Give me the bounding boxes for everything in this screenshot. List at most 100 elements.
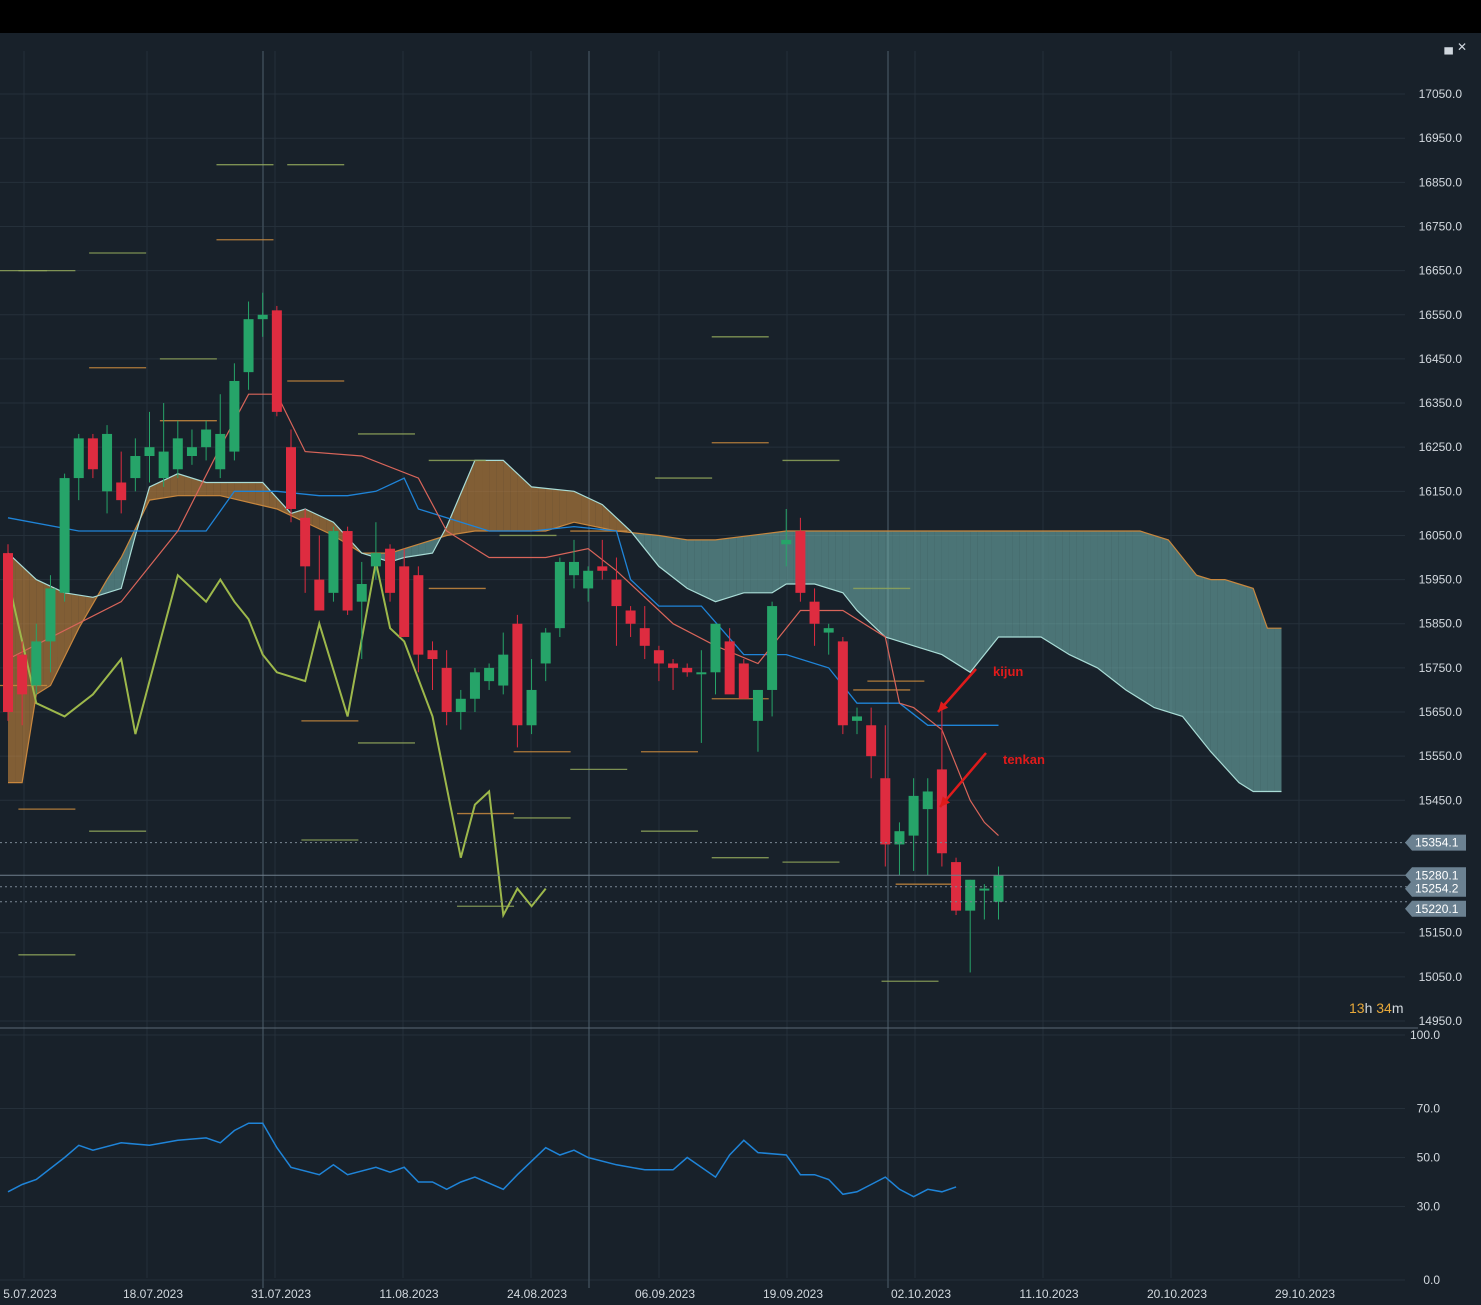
kumo-segment bbox=[772, 531, 780, 593]
candle-body bbox=[158, 451, 169, 479]
candle bbox=[271, 305, 282, 417]
rsi-line bbox=[7, 1122, 957, 1198]
candle bbox=[781, 508, 792, 567]
kumo-segment bbox=[963, 531, 971, 673]
kumo-segment bbox=[1168, 539, 1176, 715]
kumo-segment bbox=[404, 546, 412, 558]
candle bbox=[186, 429, 197, 465]
candle bbox=[597, 539, 608, 580]
kumo-segment bbox=[524, 480, 532, 532]
countdown-hours: 13 bbox=[1349, 1000, 1365, 1016]
kumo-segment bbox=[57, 589, 65, 672]
candle-body bbox=[611, 579, 622, 607]
kumo-segment bbox=[1210, 579, 1218, 760]
y-axis: 17050.0 16950.0 16850.0 16750.0 16650.0 16550… bbox=[1410, 87, 1462, 1287]
kumo-segment bbox=[786, 531, 794, 585]
kumo-segment bbox=[184, 475, 192, 496]
candle-body bbox=[752, 689, 763, 721]
kumo-segment bbox=[163, 476, 171, 498]
kumo-segment bbox=[64, 592, 72, 657]
kumo-segment bbox=[538, 487, 546, 532]
candle bbox=[738, 659, 749, 699]
candle bbox=[116, 451, 127, 514]
candle bbox=[172, 420, 183, 479]
kumo-segment bbox=[71, 593, 79, 643]
kumo-segment bbox=[1055, 531, 1063, 651]
kumo-segment bbox=[1182, 557, 1190, 726]
kumo-segment bbox=[177, 473, 185, 496]
candle bbox=[455, 689, 466, 730]
candle bbox=[356, 561, 367, 660]
y-tick-label: 14950.0 bbox=[1419, 1014, 1463, 1028]
kumo-segment bbox=[857, 531, 865, 618]
kumo-segment bbox=[892, 531, 900, 642]
kumo-segment bbox=[312, 512, 320, 529]
price-tag bbox=[1405, 880, 1466, 897]
candle bbox=[682, 663, 693, 677]
kumo-segment bbox=[1140, 531, 1148, 704]
kumo-segment bbox=[1267, 628, 1275, 792]
candle bbox=[611, 557, 622, 646]
candle bbox=[866, 707, 877, 779]
kumo-segment bbox=[680, 538, 688, 589]
kumo-segment bbox=[1189, 566, 1197, 735]
kumo-segment bbox=[276, 497, 284, 513]
candle-body bbox=[484, 667, 495, 682]
y-tick-label: 16450.0 bbox=[1419, 352, 1463, 366]
kumo-segment bbox=[1224, 579, 1232, 775]
kumo-segment bbox=[970, 531, 978, 673]
chart-area[interactable]: 15354.1 15280.1 15254.2 15220.1 17050.0 16950… bbox=[0, 33, 1481, 1305]
x-tick-label: 5.07.2023 bbox=[3, 1287, 57, 1301]
candle-body bbox=[300, 517, 311, 567]
arrow-head bbox=[938, 701, 949, 712]
kumo-segment bbox=[807, 531, 815, 585]
rsi-tick-label: 50.0 bbox=[1417, 1151, 1441, 1165]
candle-body bbox=[639, 628, 650, 646]
candle-body bbox=[625, 610, 636, 624]
candle bbox=[710, 623, 721, 695]
kumo-segment bbox=[984, 531, 992, 655]
candle-body bbox=[653, 650, 664, 664]
kumo-segment bbox=[715, 538, 723, 602]
close-icon[interactable]: ✕ bbox=[1456, 40, 1467, 54]
candle-body bbox=[370, 553, 381, 567]
candle bbox=[922, 778, 933, 876]
candle bbox=[243, 301, 254, 390]
candle bbox=[724, 628, 735, 695]
candle bbox=[399, 548, 410, 637]
countdown-m-unit: m bbox=[1391, 1000, 1404, 1016]
candle bbox=[286, 429, 296, 523]
candle bbox=[158, 403, 169, 487]
kumo-segment bbox=[920, 531, 928, 651]
candle-body bbox=[795, 531, 806, 593]
candle-body bbox=[73, 438, 84, 479]
candle bbox=[569, 539, 579, 589]
kumo-segment bbox=[1260, 608, 1268, 792]
candle-body bbox=[922, 791, 933, 810]
candle-body bbox=[356, 584, 367, 602]
kumo-segment bbox=[616, 517, 624, 532]
kumo-segment bbox=[899, 531, 907, 644]
kumo-segment bbox=[552, 489, 560, 529]
kumo-segment bbox=[765, 532, 773, 593]
candle bbox=[427, 641, 438, 690]
y-tick-label: 15150.0 bbox=[1419, 926, 1463, 940]
kumo-segment bbox=[644, 533, 652, 558]
kumo-segment bbox=[779, 531, 787, 589]
rsi-tick-label: 0.0 bbox=[1423, 1273, 1440, 1287]
candle bbox=[257, 292, 268, 337]
restore-icon[interactable]: ▄ bbox=[1444, 40, 1453, 54]
candle-body bbox=[257, 314, 268, 320]
candle bbox=[625, 606, 636, 637]
kumo-segment bbox=[425, 539, 433, 555]
kumo-segment bbox=[913, 531, 921, 649]
kumo-segment bbox=[1246, 586, 1254, 792]
x-axis: 5.07.2023 18.07.2023 31.07.2023 11.08.2023 2… bbox=[3, 1287, 1335, 1301]
kumo-segment bbox=[482, 460, 490, 532]
y-tick-label: 16350.0 bbox=[1419, 396, 1463, 410]
candle-body bbox=[469, 672, 480, 699]
candle bbox=[767, 601, 778, 717]
kumo-segment bbox=[1217, 579, 1225, 768]
kumo-segment bbox=[673, 537, 681, 583]
